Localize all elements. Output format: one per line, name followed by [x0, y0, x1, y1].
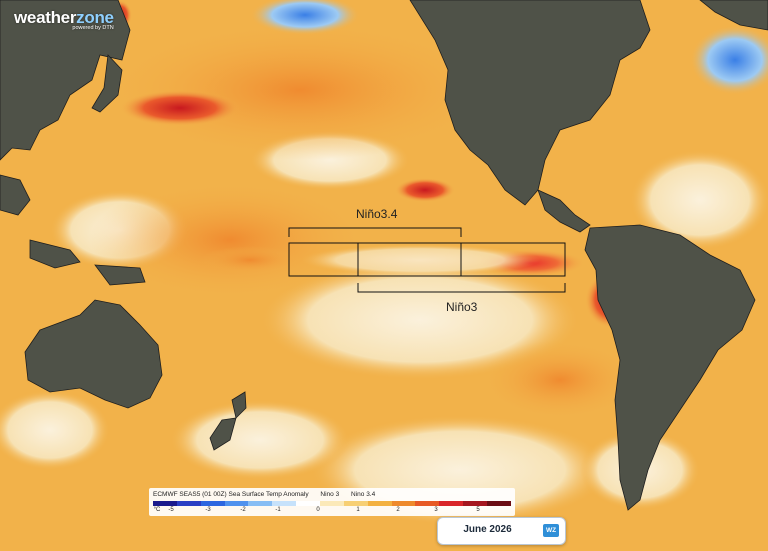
legend-swatch [391, 501, 416, 506]
nino3-bracket [357, 283, 566, 293]
legend-title-row: ECMWF SEAS5 (01 00Z) Sea Surface Temp An… [153, 491, 385, 498]
legend-tick-label: 2 [396, 507, 400, 513]
legend-tick-label: 3 [434, 507, 438, 513]
legend-swatch [320, 501, 344, 506]
legend-unit: °C [153, 507, 161, 513]
legend-key-nino3: Nino 3 [320, 491, 340, 498]
legend-tick-label: -3 [205, 507, 211, 513]
nino34-label: Niño3.4 [356, 207, 398, 221]
forecast-date: June 2026 [463, 524, 512, 535]
legend-swatch [272, 501, 297, 506]
legend-tick-label: -5 [168, 507, 174, 513]
legend-ticks: °C -5 -3 -2 -1 0 1 2 3 5 [153, 507, 511, 515]
legend-swatch [487, 501, 511, 506]
legend-tick-label: 0 [316, 507, 320, 513]
legend-color-bar [153, 501, 511, 506]
legend-swatch [343, 501, 368, 506]
nino3-box [357, 242, 566, 277]
legend-title: ECMWF SEAS5 (01 00Z) Sea Surface Temp An… [153, 491, 309, 498]
legend-key-nino34: Nino 3.4 [351, 491, 376, 498]
legend-tick-label: 1 [356, 507, 360, 513]
landmass-layer [0, 0, 768, 511]
color-legend: ECMWF SEAS5 (01 00Z) Sea Surface Temp An… [149, 488, 515, 516]
legend-swatch [153, 501, 177, 506]
legend-tick-label: 5 [476, 507, 480, 513]
legend-swatch [248, 501, 273, 506]
logo-text-a: weather [14, 8, 77, 27]
legend-swatch [296, 501, 321, 506]
nino3-label: Niño3 [446, 300, 478, 314]
nino34-bracket [288, 227, 462, 237]
legend-swatch [415, 501, 440, 506]
legend-swatch [367, 501, 392, 506]
legend-tick-label: -1 [275, 507, 281, 513]
wz-logo-icon: WZ [543, 524, 559, 537]
nino-region-boxes [288, 227, 566, 293]
date-panel: June 2026 WZ [437, 517, 566, 545]
legend-swatch [224, 501, 249, 506]
weatherzone-logo: weatherzone powered by DTN [14, 8, 114, 31]
legend-swatch [176, 501, 201, 506]
logo-text-b: zone [76, 8, 114, 27]
legend-swatch [463, 501, 488, 506]
legend-tick-label: -2 [240, 507, 246, 513]
logo-tagline: powered by DTN [72, 25, 114, 31]
legend-swatch [439, 501, 464, 506]
legend-swatch [200, 501, 225, 506]
